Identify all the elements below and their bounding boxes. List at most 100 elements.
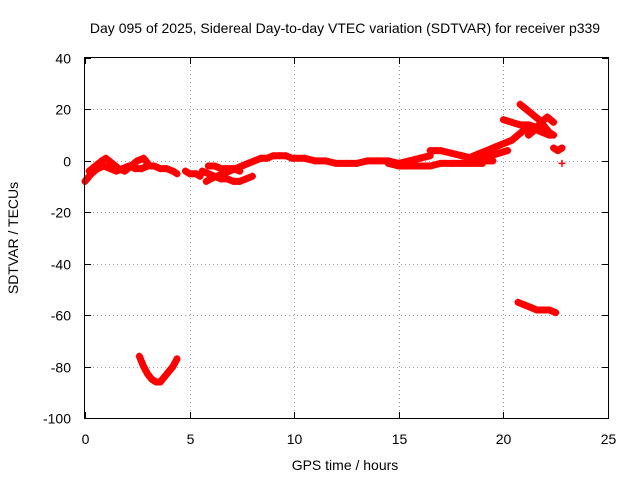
data-point: [343, 159, 350, 167]
data-point: [395, 159, 403, 167]
x-tick-label: 20: [496, 431, 512, 447]
data-point: [250, 157, 258, 165]
data-point: [470, 157, 478, 165]
data-point: [140, 363, 148, 371]
axes: 0 5 10 15 20 25 -100 -80 -60 -40 -20 0 20 40: [43, 51, 617, 448]
data-point: [91, 162, 99, 170]
data-point: [558, 159, 566, 167]
data-point: [558, 144, 566, 152]
data-point: [156, 378, 164, 386]
y-tick-label: -60: [51, 308, 71, 324]
y-tick-label: 20: [55, 102, 71, 118]
data-point: [290, 154, 298, 162]
data-point: [85, 167, 93, 175]
x-tick-label: 25: [601, 431, 617, 447]
data-point: [108, 159, 116, 167]
data-point: [437, 159, 445, 167]
series-track-3: [135, 352, 181, 386]
data-point: [248, 172, 256, 180]
data-point: [140, 154, 148, 162]
data-point: [543, 113, 551, 121]
data-point: [198, 167, 206, 175]
chart-title: Day 095 of 2025, Sidereal Day-to-day VTE…: [90, 20, 600, 36]
data-point: [163, 165, 171, 173]
data-point: [548, 131, 556, 139]
series-track-19: [514, 298, 560, 317]
data-point: [144, 370, 152, 378]
data-point: [525, 131, 533, 139]
data-point: [501, 139, 509, 147]
data-point: [541, 123, 549, 131]
data-point: [363, 157, 371, 165]
data-point: [204, 170, 212, 178]
data-point: [263, 154, 271, 162]
data-point: [127, 162, 135, 170]
data-point: [426, 147, 434, 155]
data-point: [527, 303, 535, 311]
data-point: [322, 157, 330, 165]
data-point: [552, 309, 560, 317]
data-point: [384, 159, 392, 167]
data-point: [181, 167, 189, 175]
data-point: [416, 154, 424, 162]
data-point: [522, 105, 530, 113]
data-point: [223, 165, 231, 173]
data-point: [416, 162, 424, 170]
data-point: [514, 131, 522, 139]
data-point: [405, 157, 413, 165]
data-point: [447, 159, 455, 167]
y-tick-label: -20: [51, 205, 71, 221]
data-point: [160, 373, 168, 381]
data-point: [332, 159, 340, 167]
data-point: [282, 152, 290, 160]
data-point: [508, 136, 516, 144]
data-point: [165, 368, 173, 376]
data-point: [516, 100, 524, 108]
x-tick-label: 15: [392, 431, 408, 447]
data-point: [98, 157, 106, 165]
data-point: [211, 172, 219, 180]
data-point: [137, 165, 145, 173]
data-point: [533, 306, 541, 314]
y-tick-label: -80: [51, 360, 71, 376]
data-point: [173, 170, 181, 178]
series-track-2: [85, 154, 152, 175]
data-point: [525, 121, 533, 129]
data-point: [217, 165, 225, 173]
data-point: [156, 165, 164, 173]
data-point: [487, 152, 495, 160]
data-point: [211, 162, 219, 170]
data-point: [489, 144, 497, 152]
data-point: [217, 175, 225, 183]
series-track-18: [558, 159, 566, 167]
data-point: [106, 165, 114, 173]
data-point: [236, 177, 244, 185]
data-point: [269, 152, 277, 160]
data-point: [374, 157, 382, 165]
data-point: [202, 177, 210, 185]
series-track-4: [181, 167, 204, 180]
y-tick-label: -100: [43, 411, 71, 427]
data-point: [223, 175, 231, 183]
series-track-16: [525, 113, 558, 139]
series-line: [516, 100, 555, 139]
data-point: [520, 301, 528, 309]
data-point: [495, 149, 503, 157]
x-tick-label: 10: [287, 431, 303, 447]
data-point: [545, 306, 553, 314]
x-tick-label: 5: [187, 431, 195, 447]
data-point: [242, 175, 250, 183]
x-axis-label: GPS time / hours: [292, 457, 399, 473]
data-point: [504, 147, 512, 155]
data-point: [447, 149, 455, 157]
data-point: [236, 167, 244, 175]
data-point: [529, 111, 537, 119]
data-point: [539, 306, 547, 314]
x-tick-label: 0: [82, 431, 90, 447]
data-point: [495, 141, 503, 149]
data-series: [81, 100, 566, 386]
data-point: [169, 363, 177, 371]
y-tick-label: -40: [51, 257, 71, 273]
data-point: [192, 170, 200, 178]
